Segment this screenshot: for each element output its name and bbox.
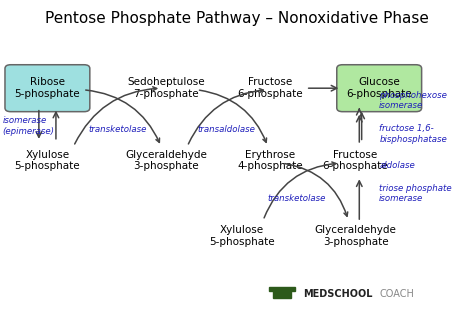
FancyBboxPatch shape (337, 65, 422, 112)
Text: triose phosphate
isomerase: triose phosphate isomerase (379, 184, 452, 203)
Text: fructose 1,6-
bisphosphatase: fructose 1,6- bisphosphatase (379, 124, 447, 144)
Text: Fructose
6-phosphate: Fructose 6-phosphate (323, 150, 388, 171)
Text: Ribose
5-phosphate: Ribose 5-phosphate (15, 77, 80, 99)
Text: transketolase: transketolase (88, 125, 147, 134)
Text: Sedoheptulose
7-phosphate: Sedoheptulose 7-phosphate (127, 77, 205, 99)
Text: transketolase: transketolase (267, 194, 326, 203)
FancyBboxPatch shape (5, 65, 90, 112)
Text: phosphohexose
isomerase: phosphohexose isomerase (379, 91, 447, 111)
FancyArrowPatch shape (86, 90, 160, 142)
Text: MEDSCHOOL: MEDSCHOOL (303, 289, 373, 299)
Text: Fructose
6-phosphate: Fructose 6-phosphate (237, 77, 303, 99)
Text: transaldolase: transaldolase (197, 125, 255, 134)
FancyArrowPatch shape (200, 90, 266, 142)
FancyArrowPatch shape (285, 163, 348, 216)
Text: Glyceraldehyde
3-phosphate: Glyceraldehyde 3-phosphate (125, 150, 207, 171)
Text: Glucose
6-phosphate: Glucose 6-phosphate (346, 77, 412, 99)
FancyArrowPatch shape (264, 162, 336, 218)
FancyArrowPatch shape (188, 89, 264, 144)
FancyBboxPatch shape (269, 287, 295, 291)
FancyArrowPatch shape (75, 87, 157, 144)
Text: COACH: COACH (379, 289, 414, 299)
Text: Xylulose
5-phosphate: Xylulose 5-phosphate (15, 150, 80, 171)
Text: isomerase
(epimerase): isomerase (epimerase) (2, 116, 55, 136)
Text: Xylulose
5-phosphate: Xylulose 5-phosphate (209, 226, 274, 247)
Text: Erythrose
4-phosphate: Erythrose 4-phosphate (237, 150, 303, 171)
Text: Pentose Phosphate Pathway – Nonoxidative Phase: Pentose Phosphate Pathway – Nonoxidative… (45, 11, 429, 26)
Text: aldolase: aldolase (379, 161, 415, 170)
FancyBboxPatch shape (273, 289, 291, 298)
Text: Glyceraldehyde
3-phosphate: Glyceraldehyde 3-phosphate (315, 226, 396, 247)
